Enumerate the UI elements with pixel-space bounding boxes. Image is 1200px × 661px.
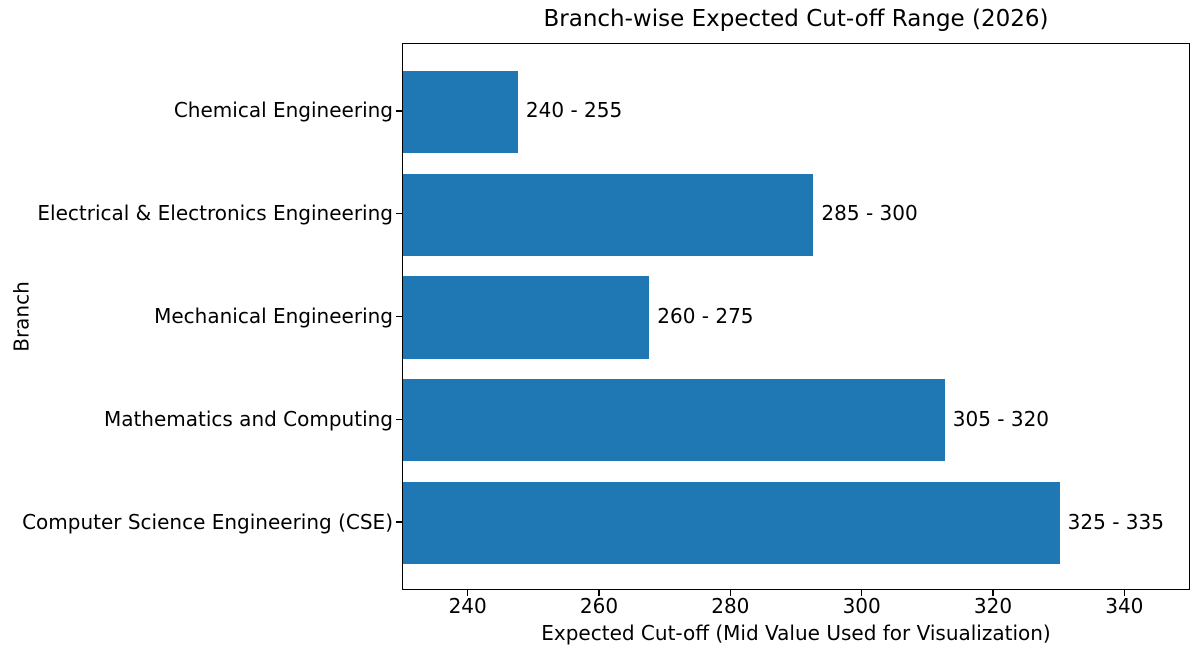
x-tick-label: 240 (448, 594, 487, 618)
chart-bar (403, 173, 814, 256)
chart-bar (403, 482, 1060, 565)
x-tick-mark (598, 590, 600, 596)
y-tick-mark (396, 110, 402, 112)
bar-value-label: 305 - 320 (952, 406, 1050, 431)
y-tick-label: Electrical & Electronics Engineering (37, 201, 393, 226)
bar-value-label: 240 - 255 (525, 98, 623, 123)
y-tick-mark (396, 418, 402, 421)
bar-value-label: 260 - 275 (657, 304, 754, 328)
y-tick-mark (396, 315, 402, 318)
x-tick-label: 300 (842, 594, 881, 618)
x-tick-label: 260 (579, 594, 619, 618)
x-tick-label: 320 (973, 594, 1013, 618)
y-tick-label: Mechanical Engineering (154, 304, 393, 328)
y-tick-mark (396, 521, 402, 523)
y-tick-mark (396, 212, 402, 215)
chart-bar (403, 276, 650, 359)
x-tick-mark (466, 590, 469, 596)
x-tick-label: 280 (711, 594, 750, 618)
x-axis-label: Expected Cut-off (Mid Value Used for Vis… (541, 621, 1051, 645)
x-tick-mark (729, 590, 732, 596)
x-tick-mark (1123, 590, 1126, 596)
plot-area (402, 43, 1190, 590)
x-tick-label: 340 (1105, 594, 1144, 618)
chart-bar (403, 70, 518, 153)
y-tick-label: Mathematics and Computing (103, 406, 393, 431)
bar-value-label: 285 - 300 (821, 201, 918, 226)
bar-value-label: 325 - 335 (1067, 509, 1164, 534)
x-tick-mark (992, 590, 994, 596)
y-tick-label: Computer Science Engineering (CSE) (22, 509, 393, 534)
chart-bar (403, 379, 945, 462)
x-tick-mark (860, 590, 863, 596)
y-tick-label: Chemical Engineering (173, 98, 393, 123)
chart-title: Branch-wise Expected Cut-off Range (2026… (543, 6, 1049, 32)
